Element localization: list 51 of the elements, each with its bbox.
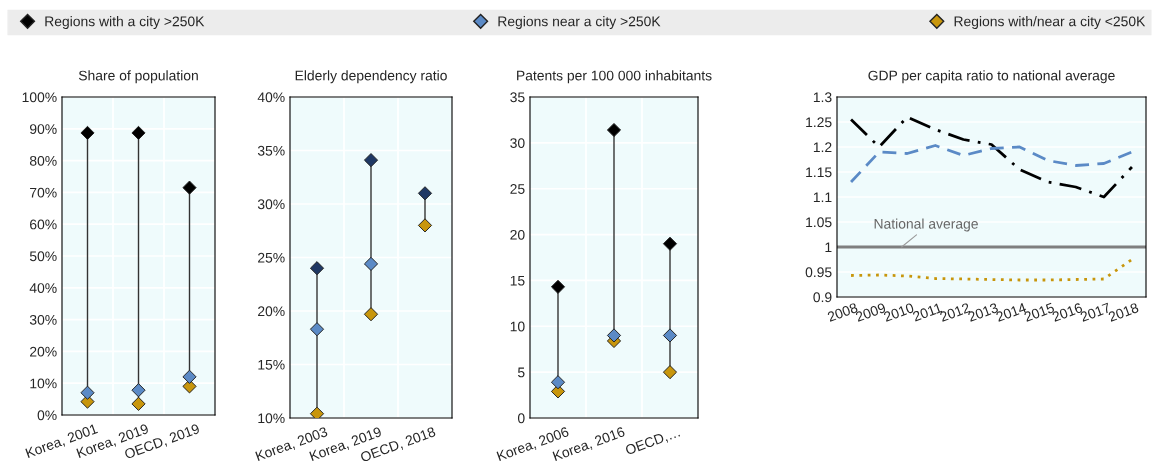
x-tick-label: 2010 (883, 302, 915, 322)
y-tick-label: 60% (30, 219, 57, 230)
y-tick-label: 70% (30, 187, 57, 198)
y-tick-label: 25% (258, 252, 285, 263)
chart-title: Patents per 100 000 inhabitants (517, 70, 712, 84)
legend-label: Regions near a city >250K (498, 16, 661, 30)
y-tick-label: 1.25 (806, 117, 832, 128)
y-tick-label: 90% (29, 124, 57, 134)
y-tick-label: 25 (510, 184, 525, 194)
x-tick-label: 2018 (1107, 302, 1140, 322)
y-tick-label: 30% (257, 199, 285, 210)
y-tick-label: 1.05 (806, 217, 832, 228)
y-tick-label: 0% (37, 410, 57, 421)
y-tick-label: 80% (29, 155, 57, 166)
y-tick-label: 0.95 (805, 267, 832, 278)
x-tick-label: OECD,… (624, 427, 681, 457)
y-tick-label: 1.2 (813, 142, 832, 153)
y-tick-label: 35% (257, 145, 285, 156)
line-series (849, 258, 1134, 282)
y-tick-label: 0.9 (813, 292, 832, 303)
y-tick-label: 40% (257, 92, 285, 103)
point (131, 125, 146, 141)
y-tick-label: 0 (517, 413, 525, 424)
legend-label: Regions with a city >250K (45, 16, 205, 30)
y-tick-label: 10% (30, 378, 57, 389)
y-tick-label: 1 (825, 242, 832, 253)
y-tick-label: 20 (510, 229, 525, 240)
y-tick-label: 30% (29, 314, 57, 325)
y-tick-label: 1.15 (806, 167, 832, 178)
chart-title: Share of population (78, 70, 198, 84)
y-tick-label: 50% (29, 251, 57, 262)
y-tick-label: 5 (517, 367, 525, 378)
y-tick-label: 15% (258, 359, 285, 370)
y-tick-label: 1.1 (813, 192, 832, 203)
y-tick-label: 15 (510, 275, 525, 286)
y-tick-label: 10% (258, 413, 285, 424)
y-tick-label: 1.3 (813, 92, 832, 103)
x-tick-label: 2008 (827, 302, 859, 322)
y-tick-label: 35 (510, 92, 525, 103)
y-tick-label: 20% (258, 306, 285, 317)
y-tick-label: 20% (30, 346, 57, 357)
line-series (849, 115, 1134, 199)
y-tick-label: 40% (29, 283, 57, 293)
line-series (849, 144, 1134, 184)
y-tick-label: 100% (22, 92, 57, 103)
chart-title: Elderly dependency ratio (295, 70, 447, 84)
chart-title: GDP per capita ratio to national average (868, 70, 1115, 84)
legend-label: Regions with/near a city <250K (954, 16, 1146, 30)
y-tick-label: 10 (510, 321, 525, 332)
ref-line-label: National average (874, 218, 978, 232)
y-tick-label: 30 (510, 138, 525, 149)
